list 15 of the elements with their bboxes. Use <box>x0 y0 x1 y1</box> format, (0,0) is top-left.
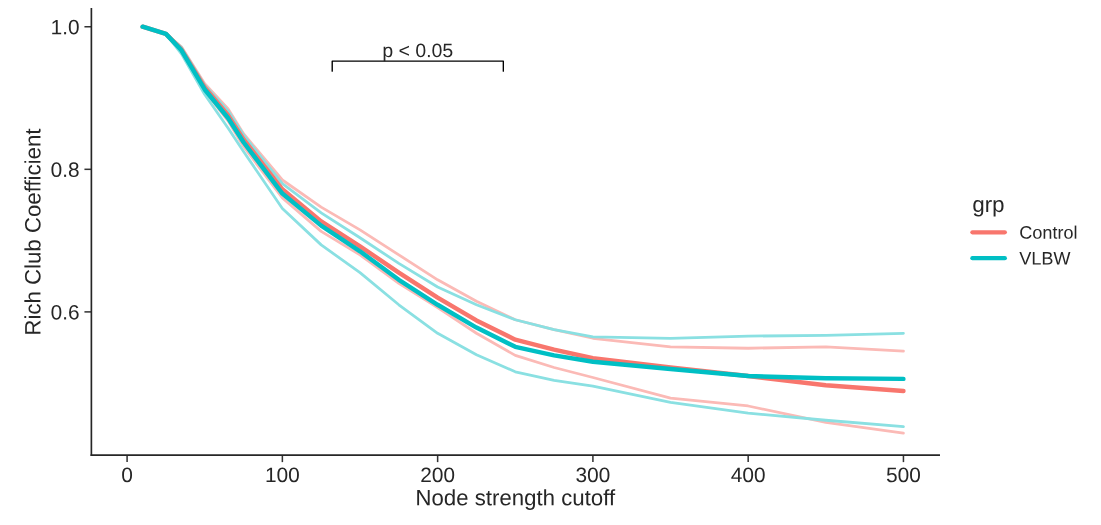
legend-label: Control <box>1020 225 1077 239</box>
x-tick-label: 200 <box>421 467 455 483</box>
y-tick-label: 0.8 <box>51 162 79 178</box>
legend-label: VLBW <box>1019 252 1071 265</box>
x-tick-label: 500 <box>886 467 921 483</box>
x-tick-label: 300 <box>576 467 610 483</box>
y-axis-title: Rich Club Coefficient <box>24 128 41 334</box>
y-tick-label: 0.6 <box>51 304 79 320</box>
annotation: p < 0.05 <box>383 43 453 62</box>
x-axis-title: Node strength cutoff <box>417 489 616 510</box>
y-tick-label: 1.0 <box>52 19 79 35</box>
legend-title: grp <box>973 199 1004 217</box>
x-tick-label: 400 <box>731 467 765 483</box>
x-tick-label: 100 <box>266 467 299 483</box>
x-tick-label: 0 <box>122 467 133 483</box>
